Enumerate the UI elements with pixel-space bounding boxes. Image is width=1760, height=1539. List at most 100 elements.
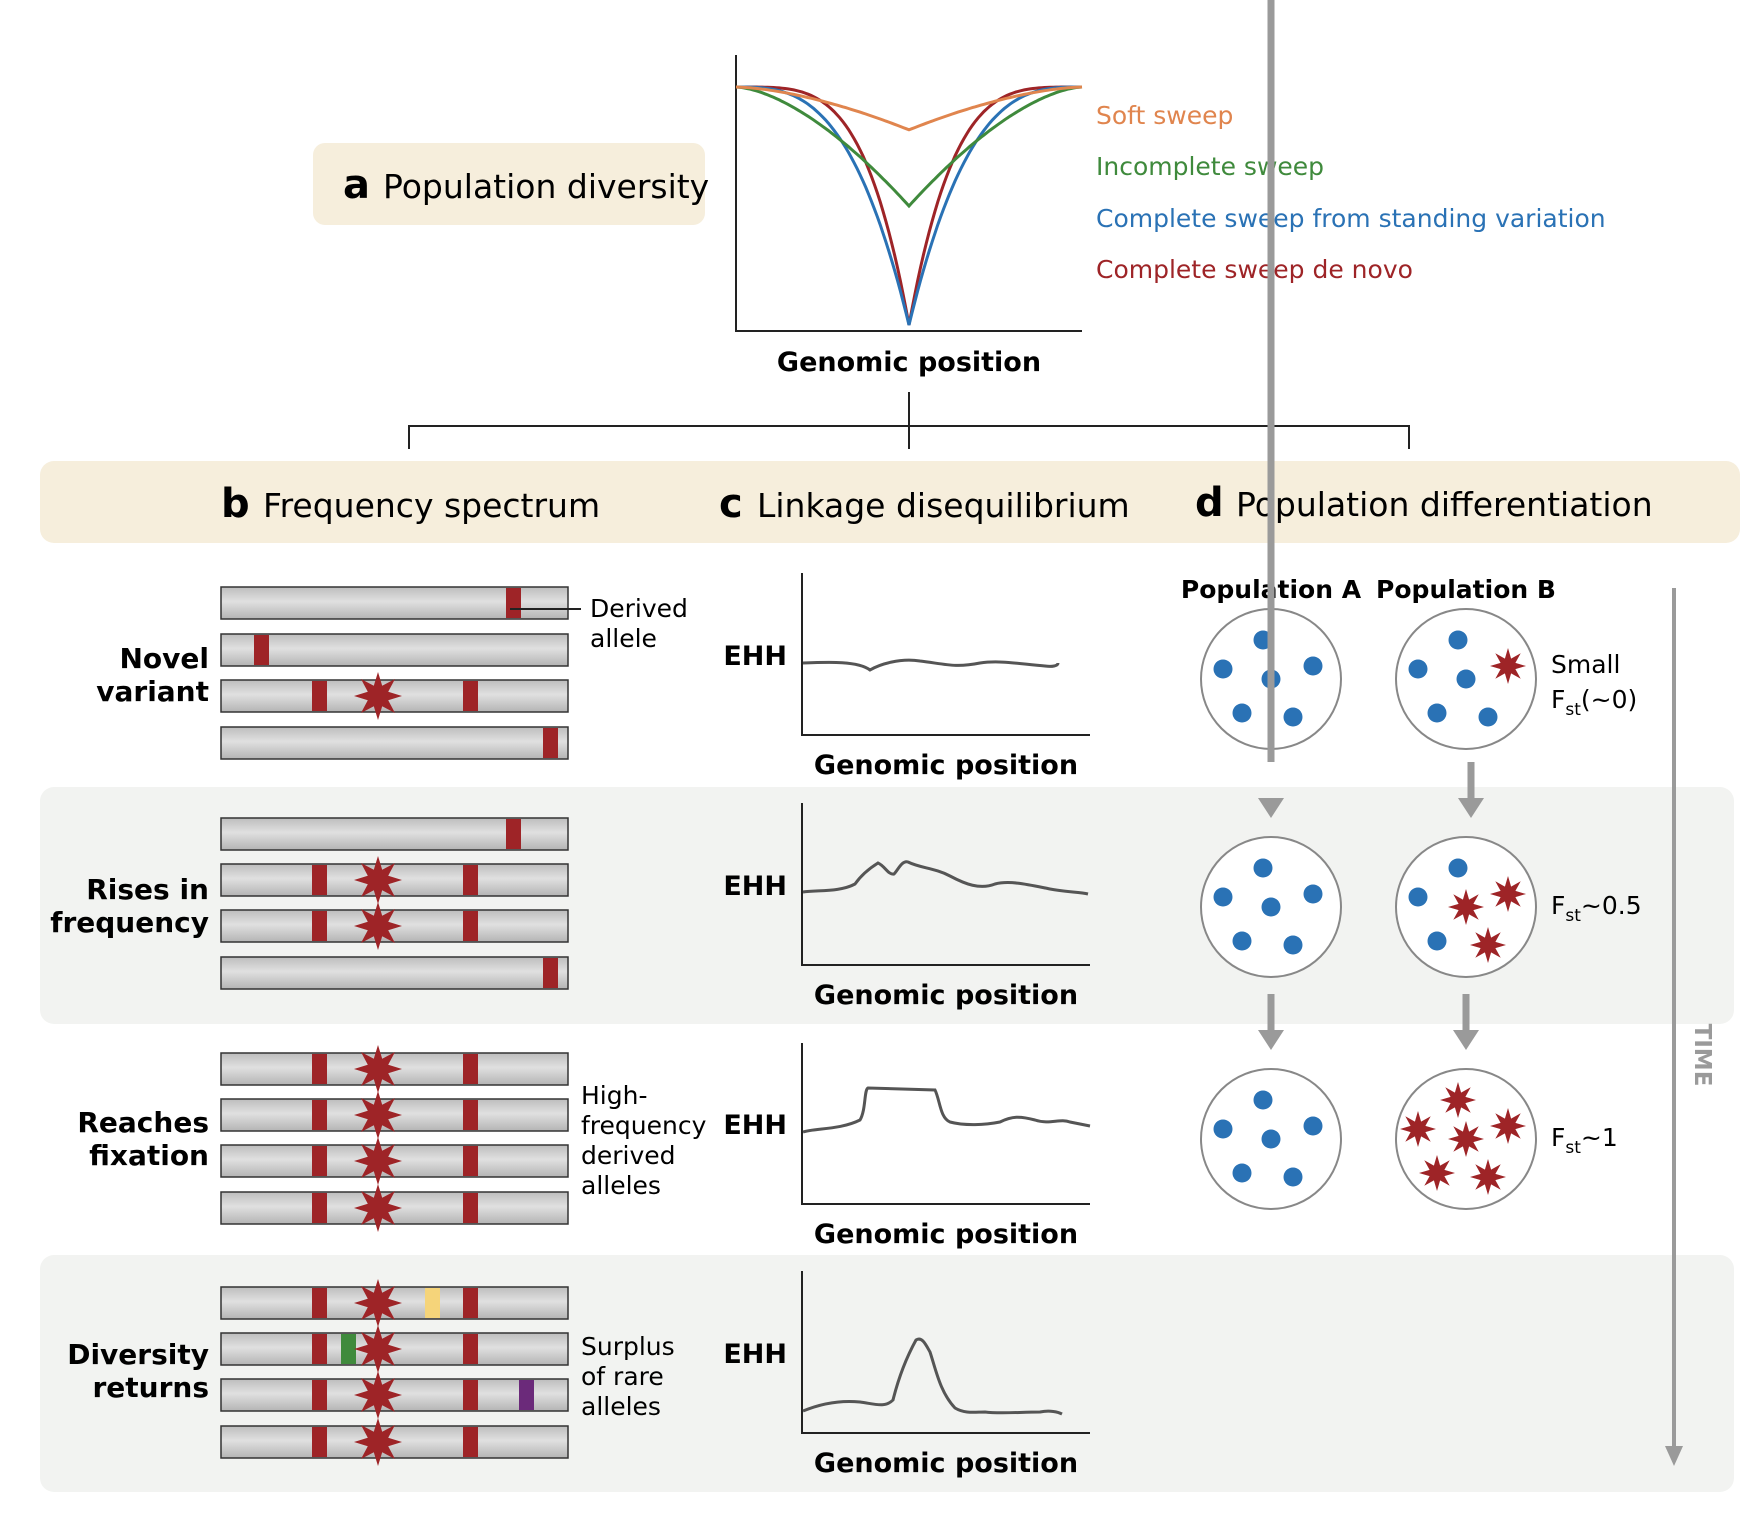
fst-small-label: Small [1551, 650, 1620, 679]
derived-allele-marker [463, 681, 478, 711]
derived-allele-marker [463, 1100, 478, 1130]
annotation-high-2: frequency [581, 1111, 707, 1140]
derived-allele-star-icon [1419, 1155, 1455, 1191]
ancestral-allele-dot [1303, 884, 1323, 904]
panel-a-label-box [313, 143, 705, 225]
selected-variant-star-icon [354, 1418, 402, 1466]
chromosome [220, 902, 569, 950]
panel-b-letter: b [221, 481, 250, 527]
selected-variant-star-icon [354, 1371, 402, 1419]
derived-allele-marker [312, 911, 327, 941]
header-banner [40, 461, 1740, 543]
row-label-novel-1: Novel [119, 642, 209, 675]
derived-allele-star-icon [1490, 648, 1526, 684]
selected-variant-star-icon [354, 672, 402, 720]
derived-allele-star-icon [1448, 1121, 1484, 1157]
ehh-curve-fixation [802, 1086, 1091, 1134]
ancestral-allele-dot [1303, 1116, 1323, 1136]
legend-soft-sweep: Soft sweep [1096, 101, 1233, 130]
derived-allele-marker [312, 865, 327, 895]
ehh-chart-diversity: EHH Genomic position [723, 1271, 1090, 1479]
derived-allele-marker [463, 1288, 478, 1318]
panel-b-title: Frequency spectrum [263, 486, 600, 525]
annotation-surplus-1: Surplus [581, 1332, 675, 1361]
ancestral-allele-dot [1408, 659, 1428, 679]
derived-allele-marker [312, 1193, 327, 1223]
ancestral-allele-dot [1283, 1167, 1303, 1187]
derived-allele-marker [312, 1100, 327, 1130]
row-label-novel-2: variant [96, 675, 209, 708]
derived-allele-marker [463, 1146, 478, 1176]
diversity-x-label: Genomic position [777, 347, 1041, 378]
selected-variant-star-icon [354, 1184, 402, 1232]
derived-allele-star-icon [1448, 889, 1484, 925]
fst-label-stage1: Fst(~0) [1551, 685, 1637, 720]
derived-allele-marker [312, 1380, 327, 1410]
ehh-curve-diversity [802, 1337, 1063, 1416]
selected-variant-star-icon [354, 1325, 402, 1373]
derived-allele-star-icon [1490, 876, 1526, 912]
population-b-circle [1395, 608, 1537, 750]
fst-subscript: st [1565, 1138, 1581, 1158]
ancestral-allele-dot [1232, 931, 1252, 951]
ancestral-allele-dot [1448, 630, 1468, 650]
bracket-connector [408, 392, 1410, 449]
chromosome [220, 1184, 569, 1232]
panel-a-title: Population diversity [383, 167, 709, 206]
derived-allele-marker [312, 1334, 327, 1364]
ancestral-allele-dot [1427, 703, 1447, 723]
chromosome-panel [220, 586, 569, 1466]
population-b-circle [1395, 836, 1537, 978]
derived-allele-marker [312, 1054, 327, 1084]
derived-allele-marker [463, 1334, 478, 1364]
time-label: TIME [1689, 1024, 1715, 1087]
derived-allele-marker [543, 728, 558, 758]
ancestral-allele-dot [1232, 1163, 1252, 1183]
chromosome [220, 586, 569, 620]
ehh-ylabel-novel: EHH [723, 641, 787, 672]
chromosome [220, 726, 569, 760]
ehh-curve-rises [802, 860, 1089, 896]
ancestral-allele-dot [1213, 1119, 1233, 1139]
annotation-surplus-3: alleles [581, 1392, 661, 1421]
row-label-rises-2: frequency [50, 906, 209, 939]
ancestral-allele-dot [1448, 858, 1468, 878]
panel-c-letter: c [719, 481, 743, 527]
ehh-ylabel-fixation: EHH [723, 1110, 787, 1141]
ehh-chart-rises: EHH Genomic position [723, 803, 1090, 1011]
ehh-xlabel-novel: Genomic position [814, 750, 1078, 781]
annotation-derived-2: allele [590, 624, 657, 653]
ancestral-allele-dot [1283, 935, 1303, 955]
population-a-circle [1200, 836, 1342, 978]
panel-d-title: Population differentiation [1236, 485, 1653, 524]
sweep-curve-3 [735, 85, 1083, 132]
derived-allele-marker [506, 819, 521, 849]
fst-subscript: st [1565, 906, 1581, 926]
legend-standing-variation: Complete sweep from standing variation [1096, 204, 1606, 233]
population-panel [1200, 608, 1537, 1210]
ancestral-allele-dot [1478, 707, 1498, 727]
selected-variant-star-icon [354, 1045, 402, 1093]
ehh-ylabel-rises: EHH [723, 871, 787, 902]
annotation-high-4: alleles [581, 1171, 661, 1200]
population-b-circle [1395, 1068, 1537, 1210]
chromosome [220, 817, 569, 851]
ancestral-allele-dot [1253, 858, 1273, 878]
ancestral-allele-dot [1253, 1090, 1273, 1110]
derived-allele-star-icon [1470, 1159, 1506, 1195]
ancestral-allele-dot [1232, 703, 1252, 723]
panel-a-letter: a [343, 162, 370, 208]
selected-variant-star-icon [354, 1091, 402, 1139]
derived-allele-marker [463, 865, 478, 895]
chromosome [220, 956, 569, 990]
ancestral-allele-dot [1213, 887, 1233, 907]
derived-allele-marker [254, 635, 269, 665]
chromosome [220, 672, 569, 720]
ehh-chart-novel: EHH Genomic position [723, 573, 1090, 781]
chromosome [220, 1325, 569, 1373]
derived-allele-star-icon [1400, 1111, 1436, 1147]
annotation-surplus-2: of rare [581, 1362, 664, 1391]
annotation-high-1: High- [581, 1081, 647, 1110]
fst-label-stage3: Fst~1 [1551, 1123, 1618, 1158]
legend-de-novo: Complete sweep de novo [1096, 255, 1413, 284]
